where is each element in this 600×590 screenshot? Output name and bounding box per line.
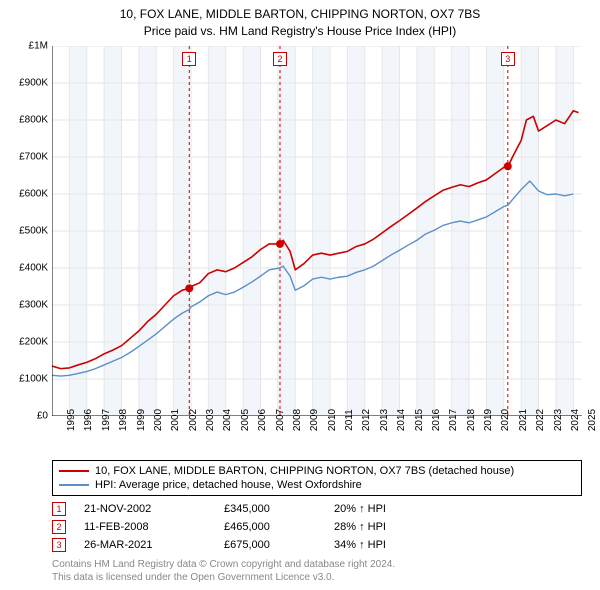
y-tick-label: £300K [19, 300, 48, 311]
footer-note: Contains HM Land Registry data © Crown c… [52, 558, 582, 584]
chart-container: 10, FOX LANE, MIDDLE BARTON, CHIPPING NO… [0, 0, 600, 590]
event-delta: 28% ↑ HPI [334, 521, 582, 533]
legend-label-hpi: HPI: Average price, detached house, West… [95, 479, 362, 491]
y-tick-label: £800K [19, 115, 48, 126]
event-badge: 3 [52, 538, 66, 552]
event-row: 1 21-NOV-2002£345,00020% ↑ HPI [52, 500, 582, 518]
event-badge: 1 [52, 502, 66, 516]
chart-event-badge: 1 [182, 52, 196, 66]
event-price: £345,000 [224, 503, 334, 515]
footer-line1: Contains HM Land Registry data © Crown c… [52, 558, 582, 571]
legend-label-property: 10, FOX LANE, MIDDLE BARTON, CHIPPING NO… [95, 465, 514, 477]
chart-title-block: 10, FOX LANE, MIDDLE BARTON, CHIPPING NO… [0, 0, 600, 40]
chart-event-badge: 3 [501, 52, 515, 66]
event-delta: 34% ↑ HPI [334, 539, 582, 551]
chart-title-line1: 10, FOX LANE, MIDDLE BARTON, CHIPPING NO… [0, 6, 600, 23]
event-row: 3 26-MAR-2021£675,00034% ↑ HPI [52, 536, 582, 554]
chart-title-line2: Price paid vs. HM Land Registry's House … [0, 23, 600, 40]
y-tick-label: £200K [19, 337, 48, 348]
y-tick-label: £600K [19, 189, 48, 200]
events-table: 1 21-NOV-2002£345,00020% ↑ HPI 2 11-FEB-200… [52, 500, 582, 554]
footer-line2: This data is licensed under the Open Gov… [52, 571, 582, 584]
event-price: £675,000 [224, 539, 334, 551]
chart-svg [52, 46, 582, 416]
event-badge: 2 [52, 520, 66, 534]
x-tick-label: 2025 [573, 409, 598, 431]
y-tick-label: £500K [19, 226, 48, 237]
event-date: 26-MAR-2021 [84, 539, 224, 551]
legend-row-hpi: HPI: Average price, detached house, West… [59, 478, 575, 492]
event-date: 11-FEB-2008 [84, 521, 224, 533]
event-delta: 20% ↑ HPI [334, 503, 582, 515]
chart-event-badge: 2 [273, 52, 287, 66]
event-date: 21-NOV-2002 [84, 503, 224, 515]
legend-box: 10, FOX LANE, MIDDLE BARTON, CHIPPING NO… [52, 460, 582, 496]
y-tick-label: £400K [19, 263, 48, 274]
y-tick-label: £900K [19, 78, 48, 89]
legend-swatch-hpi [59, 484, 89, 486]
event-row: 2 11-FEB-2008£465,00028% ↑ HPI [52, 518, 582, 536]
y-tick-label: £700K [19, 152, 48, 163]
legend-row-property: 10, FOX LANE, MIDDLE BARTON, CHIPPING NO… [59, 464, 575, 478]
chart-area: £0£100K£200K£300K£400K£500K£600K£700K£80… [52, 46, 582, 416]
y-tick-label: £1M [29, 41, 48, 52]
event-price: £465,000 [224, 521, 334, 533]
legend-swatch-property [59, 470, 89, 472]
y-tick-label: £0 [37, 411, 48, 422]
y-tick-label: £100K [19, 374, 48, 385]
